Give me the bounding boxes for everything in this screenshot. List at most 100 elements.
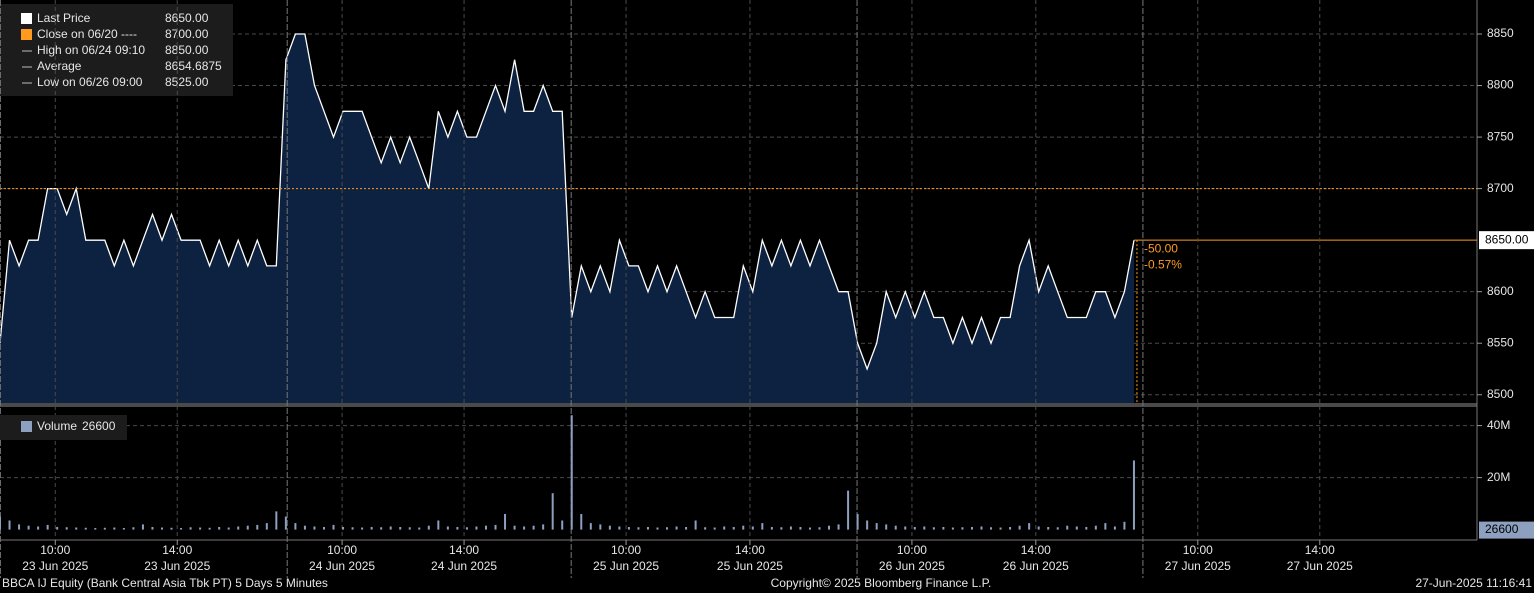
- volume-bar: [951, 527, 954, 530]
- volume-bar: [704, 527, 707, 530]
- y-tick-label: 8550: [1487, 335, 1514, 349]
- x-tick-label: 10:00: [40, 543, 70, 557]
- x-date-label: 25 Jun 2025: [593, 559, 659, 573]
- x-tick-label: 14:00: [162, 543, 192, 557]
- volume-bar: [1009, 527, 1012, 530]
- volume-bar: [180, 528, 183, 530]
- volume-bar: [56, 527, 59, 530]
- volume-bar: [875, 523, 878, 530]
- legend-swatch: [21, 421, 32, 432]
- footer-left: BBCA IJ Equity (Bank Central Asia Tbk PT…: [2, 576, 328, 590]
- x-tick-label: 14:00: [449, 543, 479, 557]
- volume-bar: [723, 526, 726, 530]
- volume-bar: [237, 526, 240, 530]
- volume-bar: [380, 527, 383, 530]
- x-date-label: 23 Jun 2025: [22, 559, 88, 573]
- volume-bar: [427, 525, 430, 530]
- volume-bar: [532, 525, 535, 530]
- volume-bar: [27, 525, 30, 530]
- volume-bar: [208, 527, 211, 530]
- volume-bar: [1018, 525, 1021, 530]
- volume-bar: [656, 527, 659, 530]
- volume-bar: [8, 520, 11, 530]
- x-date-label: 26 Jun 2025: [1003, 559, 1069, 573]
- volume-bar: [637, 527, 640, 530]
- y-tick-label: 8800: [1487, 78, 1514, 92]
- volume-bar: [456, 527, 459, 530]
- volume-bar: [837, 524, 840, 530]
- volume-bar: [46, 524, 49, 530]
- volume-bar: [227, 527, 230, 530]
- volume-bar: [75, 527, 78, 530]
- volume-bar: [342, 527, 345, 530]
- y-tick-label: 20M: [1487, 470, 1510, 484]
- legend-swatch: [21, 13, 32, 24]
- volume-bar: [561, 520, 564, 530]
- legend-value: 8700.00: [165, 27, 209, 41]
- volume-bar: [199, 527, 202, 530]
- volume-bar: [894, 525, 897, 530]
- volume-bar: [437, 520, 440, 530]
- x-tick-label: 10:00: [611, 543, 641, 557]
- volume-bar: [1085, 527, 1088, 530]
- volume-bar: [732, 527, 735, 530]
- x-tick-label: 14:00: [735, 543, 765, 557]
- volume-bar: [770, 527, 773, 530]
- volume-bar: [980, 526, 983, 530]
- volume-bar: [370, 527, 373, 530]
- volume-bar: [504, 514, 507, 530]
- volume-bar: [932, 527, 935, 530]
- volume-bar: [580, 514, 583, 530]
- volume-bar: [1113, 526, 1116, 530]
- volume-bar: [446, 526, 449, 530]
- volume-bar: [513, 525, 516, 530]
- volume-bar: [818, 527, 821, 530]
- volume-bar: [761, 523, 764, 530]
- volume-bar: [151, 527, 154, 530]
- legend-label: Close on 06/20 ----: [37, 27, 137, 41]
- volume-bar: [570, 415, 573, 530]
- volume-bar: [65, 527, 68, 530]
- volume-bar: [666, 527, 669, 530]
- volume-bar: [313, 526, 316, 530]
- volume-bar: [961, 527, 964, 530]
- volume-bar: [351, 527, 354, 530]
- volume-bar: [904, 526, 907, 530]
- y-tick-label: 40M: [1487, 418, 1510, 432]
- x-date-label: 26 Jun 2025: [879, 559, 945, 573]
- volume-bar: [542, 524, 545, 530]
- x-date-label: 24 Jun 2025: [431, 559, 497, 573]
- legend-label: High on 06/24 09:10: [37, 43, 145, 57]
- volume-bar: [608, 525, 611, 530]
- volume-bar: [1132, 460, 1135, 530]
- volume-bar: [694, 520, 697, 530]
- volume-bar: [847, 490, 850, 530]
- x-tick-label: 10:00: [897, 543, 927, 557]
- volume-bar: [1028, 523, 1031, 530]
- x-date-label: 23 Jun 2025: [144, 559, 210, 573]
- x-date-label: 27 Jun 2025: [1287, 559, 1353, 573]
- footer-center: Copyright© 2025 Bloomberg Finance L.P.: [771, 576, 992, 590]
- volume-bar: [113, 527, 116, 530]
- volume-bar: [780, 527, 783, 530]
- volume-last-box: [1479, 521, 1534, 539]
- volume-bar: [828, 525, 831, 530]
- volume-bar: [866, 520, 869, 530]
- x-date-label: 25 Jun 2025: [717, 559, 783, 573]
- volume-bar: [885, 524, 888, 530]
- change-label: -50.00: [1144, 241, 1178, 255]
- volume-bar: [122, 528, 125, 530]
- volume-bar: [275, 511, 278, 530]
- volume-bar: [599, 524, 602, 530]
- x-date-label: 27 Jun 2025: [1165, 559, 1231, 573]
- volume-bar: [970, 527, 973, 530]
- x-date-label: 24 Jun 2025: [309, 559, 375, 573]
- volume-bar: [389, 526, 392, 530]
- change-pct-label: -0.57%: [1144, 257, 1182, 271]
- volume-bar: [1123, 521, 1126, 530]
- volume-bar: [160, 527, 163, 530]
- legend-label: Volume: [37, 419, 77, 433]
- volume-bar: [103, 527, 106, 530]
- volume-bar: [1037, 526, 1040, 530]
